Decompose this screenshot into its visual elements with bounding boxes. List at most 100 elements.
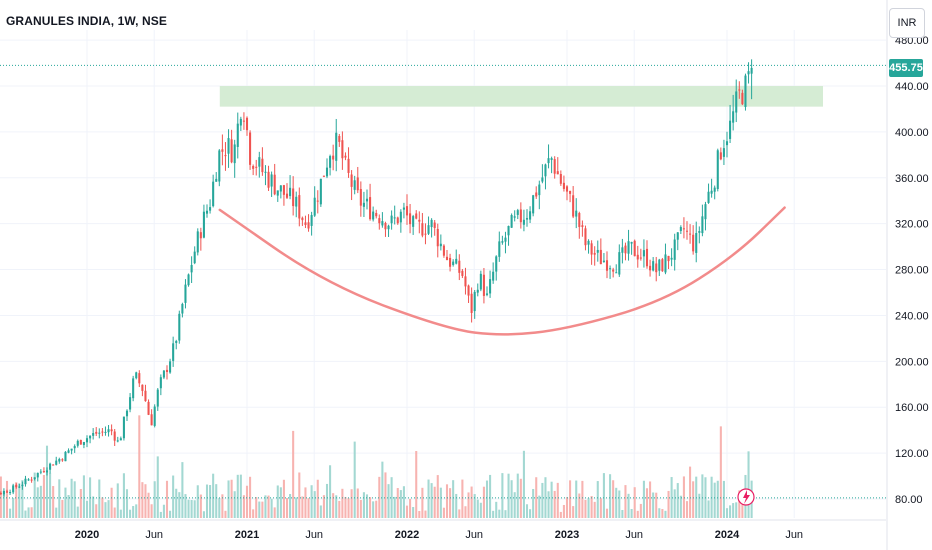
- volume-bar: [498, 509, 501, 518]
- volume-bar: [424, 510, 427, 518]
- candle-body: [310, 215, 313, 226]
- candle-body: [713, 187, 716, 192]
- volume-bar: [692, 481, 695, 518]
- volume-bar: [452, 480, 455, 518]
- volume-bar: [39, 485, 42, 518]
- candle-body: [729, 120, 732, 139]
- candle-body: [301, 217, 304, 221]
- volume-bar: [685, 501, 689, 518]
- volume-bar: [95, 504, 98, 518]
- candle-body: [156, 389, 159, 407]
- volume-bar: [98, 479, 101, 518]
- volume-bar: [738, 490, 741, 518]
- currency-button[interactable]: INR: [889, 8, 925, 38]
- candle-body: [516, 210, 519, 215]
- x-tick-label: Jun: [625, 529, 643, 541]
- volume-bar: [390, 477, 393, 518]
- candle-body: [15, 484, 18, 488]
- volume-bar: [673, 489, 676, 518]
- candle-body: [396, 217, 399, 224]
- candle-body: [218, 150, 221, 182]
- candle-body: [427, 225, 430, 234]
- candle-body: [381, 221, 384, 226]
- x-tick-label: Jun: [145, 529, 163, 541]
- candle-body: [707, 191, 710, 203]
- candle-body: [535, 192, 538, 197]
- volume-bar: [58, 479, 61, 518]
- candle-body: [255, 166, 258, 168]
- candle-body: [141, 384, 144, 391]
- candle-body: [612, 269, 615, 272]
- candle-body: [159, 377, 162, 389]
- volume-bar: [575, 480, 578, 518]
- lightning-icon: [743, 490, 750, 504]
- candle-body: [621, 247, 624, 253]
- candle-body: [264, 171, 267, 173]
- candle-body: [547, 158, 550, 164]
- volume-bar: [113, 507, 116, 518]
- volume-bar: [129, 509, 132, 518]
- candle-body: [538, 184, 541, 196]
- volume-bar: [464, 506, 467, 518]
- candle-body: [73, 446, 76, 449]
- volume-bar: [384, 472, 387, 518]
- volume-bar: [45, 445, 49, 518]
- volume-bar: [519, 478, 522, 518]
- candle-body: [633, 240, 636, 257]
- candle-body: [596, 249, 599, 253]
- volume-bar: [556, 482, 559, 518]
- candle-body: [344, 155, 347, 158]
- volume-bar: [378, 476, 381, 518]
- candle-body: [356, 177, 359, 191]
- volume-bar: [147, 492, 150, 518]
- candle-body: [544, 164, 547, 177]
- volume-bar: [489, 474, 492, 518]
- volume-bar: [369, 497, 372, 518]
- volume-bar: [565, 497, 569, 518]
- candle-body: [199, 232, 202, 239]
- volume-bar: [27, 507, 30, 518]
- volume-bar: [485, 480, 489, 518]
- candle-body: [685, 230, 689, 232]
- candle-body: [261, 158, 264, 173]
- candle-body: [98, 432, 101, 434]
- volume-bar: [224, 510, 227, 518]
- volume-bar: [461, 479, 464, 518]
- candle-body: [24, 478, 27, 485]
- volume-bar: [298, 472, 301, 518]
- volume-bar: [289, 494, 292, 518]
- candle-body: [79, 440, 82, 445]
- volume-bar: [621, 509, 624, 518]
- y-tick-label: 360.00: [895, 173, 929, 185]
- candle-body: [82, 442, 85, 445]
- candle-body: [58, 458, 61, 462]
- candle-body: [119, 438, 122, 441]
- candle-body: [245, 117, 249, 131]
- volume-bar: [49, 472, 52, 518]
- volume-bar: [230, 479, 233, 518]
- candle-body: [52, 464, 55, 466]
- candle-body: [482, 274, 485, 296]
- candle-body: [365, 198, 369, 202]
- volume-bar: [267, 495, 270, 518]
- candle-body: [125, 410, 129, 417]
- volume-bar: [418, 511, 421, 518]
- candle-body: [507, 225, 510, 236]
- candle-body: [470, 293, 473, 313]
- volume-bar: [492, 510, 495, 518]
- candle-body: [67, 450, 70, 453]
- candle-body: [553, 159, 556, 174]
- volume-bar: [335, 495, 338, 518]
- candle-body: [732, 111, 735, 123]
- candle-body: [150, 414, 153, 426]
- candle-body: [329, 156, 332, 168]
- candle-body: [405, 206, 409, 216]
- candle-body: [113, 431, 116, 441]
- volume-bar: [719, 426, 722, 518]
- candle-body: [649, 265, 652, 271]
- candle-body: [439, 243, 442, 247]
- candle-body: [12, 485, 15, 493]
- volume-bar: [547, 491, 550, 518]
